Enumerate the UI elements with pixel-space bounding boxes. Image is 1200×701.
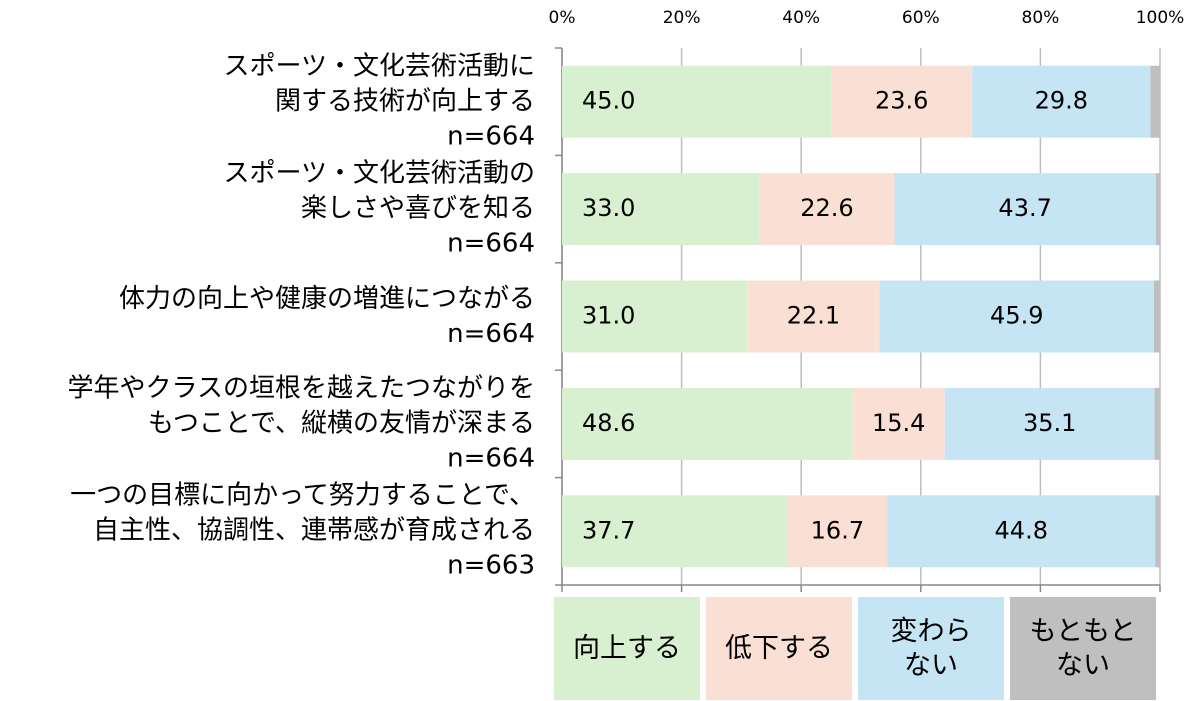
value-label: 29.8 <box>1035 87 1088 115</box>
bar-segment <box>944 387 1155 460</box>
bar-segment <box>562 495 788 568</box>
bar-segment <box>1154 280 1160 353</box>
bar-segment <box>562 387 853 460</box>
x-tick-label: 100% <box>1136 8 1185 28</box>
bar-segment <box>1155 495 1160 568</box>
x-tick-label: 60% <box>902 8 940 28</box>
category-label: スポーツ・文化芸術活動に 関する技術が向上する n=664 <box>223 51 535 152</box>
value-label: 33.0 <box>582 194 635 222</box>
value-label: 22.1 <box>787 302 840 330</box>
category-label: 一つの目標に向かって努力することで、 自主性、協調性、連帯感が育成される n=6… <box>70 480 535 581</box>
value-label: 48.6 <box>582 409 635 437</box>
value-label: 43.7 <box>998 194 1051 222</box>
value-label: 31.0 <box>582 302 635 330</box>
bar-segment <box>894 173 1156 246</box>
value-label: 15.4 <box>872 409 925 437</box>
value-label: 45.9 <box>990 302 1043 330</box>
x-tick-label: 40% <box>782 8 820 28</box>
value-label: 23.6 <box>875 87 928 115</box>
bar-segment <box>1154 387 1160 460</box>
bar-segment <box>887 495 1156 568</box>
bar-segment <box>562 280 748 353</box>
bar-segment <box>831 65 973 138</box>
x-tick-label: 20% <box>663 8 701 28</box>
bar-segment <box>787 495 888 568</box>
bar-segment <box>972 65 1151 138</box>
bar-segment <box>562 65 832 138</box>
bar-segment <box>1150 65 1160 138</box>
category-label: 体力の向上や健康の増進につながる n=664 <box>118 283 535 349</box>
value-label: 16.7 <box>811 516 864 544</box>
value-label: 22.6 <box>800 194 853 222</box>
category-label: 学年やクラスの垣根を越えたつながりを もつことで、縦横の友情が深まる n=664 <box>67 373 535 474</box>
value-label: 37.7 <box>582 516 635 544</box>
bar-segment <box>759 173 895 246</box>
value-label: 45.0 <box>582 87 635 115</box>
legend-entry: 向上する <box>554 597 700 700</box>
bar-segment <box>747 280 880 353</box>
value-label: 35.1 <box>1023 409 1076 437</box>
x-tick-label: 80% <box>1022 8 1060 28</box>
bar-segment <box>852 387 945 460</box>
category-label: スポーツ・文化芸術活動の 楽しさや喜びを知る n=664 <box>223 158 535 259</box>
x-tick-label: 0% <box>549 8 576 28</box>
legend-entry: もともと ない <box>1010 597 1156 700</box>
legend-entry: 変わら ない <box>858 597 1004 700</box>
bar-segment <box>562 173 760 246</box>
bar-segment <box>879 280 1155 353</box>
bar-segment <box>1155 173 1160 246</box>
legend-entry: 低下する <box>706 597 852 700</box>
value-label: 44.8 <box>995 516 1048 544</box>
